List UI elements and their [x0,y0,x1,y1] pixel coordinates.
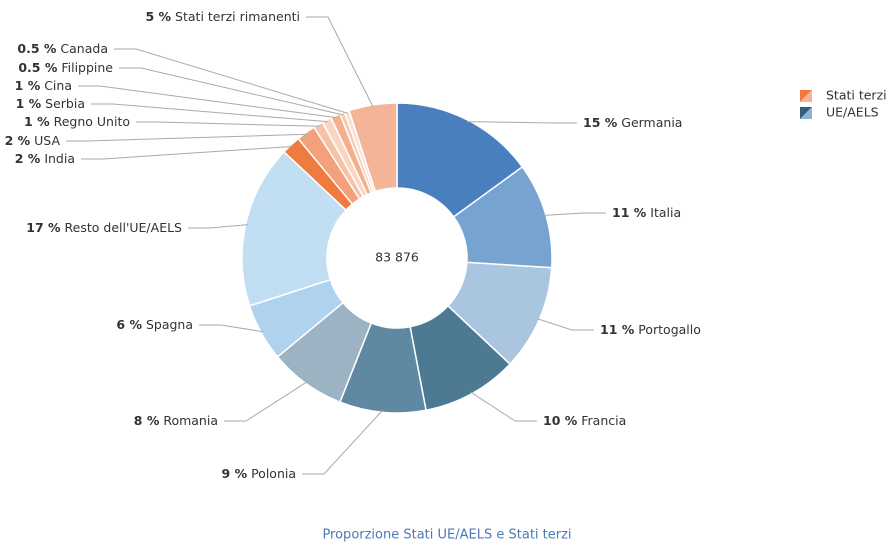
leader-line [78,85,337,119]
value-label: 2 % [5,133,31,148]
value-label: 0.5 % [17,41,56,56]
value-label: 1 % [16,96,42,111]
leader-line [470,391,537,422]
value-label: 1 % [24,114,50,129]
donut-slice [241,150,348,307]
category-label: Polonia [251,466,296,481]
donut-slice [348,102,398,193]
slice-label: 5 % Stati terzi rimanenti [145,9,300,24]
category-label: Serbia [45,96,85,111]
value-label: 8 % [134,413,160,428]
category-label: Regno Unito [54,114,130,129]
value-label: 11 % [600,322,635,337]
value-label: 6 % [116,317,142,332]
slice-label: 15 % Germania [583,115,682,130]
category-label: Resto dell'UE/AELS [65,220,183,235]
category-label: India [44,151,75,166]
category-label: Germania [621,115,682,130]
caption: Proporzione Stati UE/AELS e Stati terzi [322,528,571,543]
center-label: 83 876 [375,250,419,265]
slice-label: 10 % Francia [543,413,626,428]
category-label: Stati terzi rimanenti [175,9,300,24]
category-label: Canada [60,41,108,56]
category-label: Italia [650,205,681,220]
leader-line [81,145,293,160]
leader-line [199,324,264,333]
slice-label: 2 % USA [5,133,61,148]
value-label: 1 % [15,78,41,93]
legend-swatch [800,107,812,119]
category-label: Cina [44,78,72,93]
value-label: 11 % [612,205,647,220]
leader-line [119,67,344,116]
legend-label: UE/AELS [826,105,879,120]
leader-line [114,48,348,114]
slice-label: 1 % Regno Unito [24,114,130,129]
leader-line [306,16,374,108]
slice-label: 8 % Romania [134,413,218,428]
slice-label: 17 % Resto dell'UE/AELS [26,220,182,235]
slice-label: 11 % Italia [612,205,681,220]
category-label: USA [34,133,60,148]
slice-label: 0.5 % Canada [17,41,108,56]
slice-label: 6 % Spagna [116,317,193,332]
category-label: Francia [581,413,626,428]
value-label: 2 % [15,151,41,166]
leader-line [537,318,594,331]
leader-line [66,133,308,142]
leader-line [188,224,248,229]
value-label: 9 % [222,466,248,481]
category-label: Filippine [61,60,113,75]
slice-label: 2 % India [15,151,75,166]
legend-swatch [800,90,812,102]
legend-label: Stati terzi [826,88,887,103]
leader-line [302,409,383,475]
slice-label: 0.5 % Filippine [18,60,113,75]
slice-label: 1 % Cina [15,78,72,93]
value-label: 10 % [543,413,578,428]
value-label: 15 % [583,115,618,130]
donut-slice [396,102,524,218]
leader-line [136,121,320,127]
slice-label: 1 % Serbia [16,96,85,111]
slice-label: 9 % Polonia [222,466,296,481]
category-label: Romania [163,413,218,428]
leader-line [543,212,606,216]
value-label: 17 % [26,220,61,235]
slice-label: 11 % Portogallo [600,322,701,337]
leader-line [466,121,577,124]
leader-line [224,381,308,422]
value-label: 5 % [145,9,171,24]
category-label: Portogallo [638,322,701,337]
leader-line [91,103,328,123]
category-label: Spagna [146,317,193,332]
value-label: 0.5 % [18,60,57,75]
